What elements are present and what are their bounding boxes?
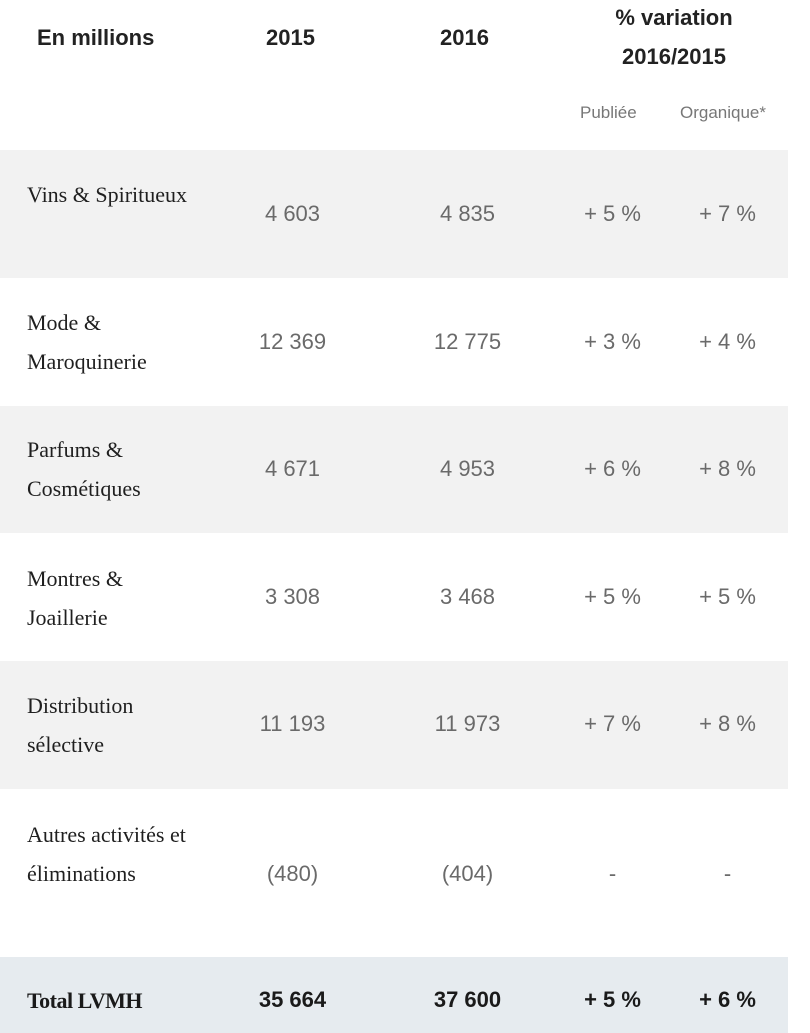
variation-organic: + 8 %: [699, 456, 756, 481]
variation-organic: + 4 %: [699, 329, 756, 354]
revenue-table: En millions 2015 2016 % variation 2016/2…: [0, 0, 788, 1033]
variation-published: + 6 %: [584, 456, 641, 481]
value-2016: 12 775: [433, 329, 502, 354]
row-label: Autres activités et éliminations: [27, 822, 186, 886]
subheader-organic: Organique*: [680, 103, 767, 122]
total-variation-organic: + 6 %: [699, 987, 756, 1012]
row-label: Montres & Joaillerie: [27, 566, 123, 630]
total-2016: 37 600: [433, 987, 502, 1012]
value-2016: 11 973: [434, 711, 501, 736]
row-label: Distribution sélective: [27, 693, 134, 757]
total-row: Total LVMH 35 664 37 600 + 5 % + 6 %: [0, 957, 788, 1033]
variation-published: + 5 %: [584, 584, 641, 609]
variation-organic: + 7 %: [699, 201, 756, 226]
header-year-2015: 2015: [266, 25, 315, 50]
row-label: Vins & Spiritueux: [27, 182, 188, 207]
header-variation-period: 2016/2015: [622, 44, 726, 69]
total-label: Total LVMH: [27, 988, 143, 1013]
row-label: Parfums & Cosmétiques: [27, 437, 141, 501]
variation-published: -: [608, 861, 617, 886]
value-2015: 4 671: [264, 456, 321, 481]
value-2015: 12 369: [258, 329, 327, 354]
row-label: Mode & Maroquinerie: [27, 310, 147, 374]
table-row: Montres & Joaillerie 3 308 3 468 + 5 % +…: [0, 533, 788, 661]
table-row: Vins & Spiritueux 4 603 4 835 + 5 % + 7 …: [0, 150, 788, 278]
variation-published: + 5 %: [584, 201, 641, 226]
value-2016: 3 468: [439, 584, 496, 609]
table-row: Autres activités et éliminations (480) (…: [0, 789, 788, 957]
variation-organic: + 5 %: [699, 584, 756, 609]
header-year-2016: 2016: [440, 25, 489, 50]
variation-published: + 3 %: [584, 329, 641, 354]
table-header: En millions 2015 2016 % variation 2016/2…: [0, 0, 788, 150]
subheader-published: Publiée: [580, 103, 637, 122]
total-variation-published: + 5 %: [584, 987, 641, 1012]
value-2015: 11 193: [259, 711, 326, 736]
variation-organic: -: [723, 861, 732, 886]
header-variation: % variation: [615, 5, 733, 30]
table-row: Distribution sélective 11 193 11 973 + 7…: [0, 661, 788, 789]
total-2015: 35 664: [258, 987, 327, 1012]
value-2016: 4 953: [439, 456, 496, 481]
value-2015: 4 603: [264, 201, 321, 226]
value-2016: (404): [441, 861, 494, 886]
value-2015: (480): [266, 861, 319, 886]
header-label: En millions: [37, 25, 155, 50]
value-2016: 4 835: [439, 201, 496, 226]
table-row: Mode & Maroquinerie 12 369 12 775 + 3 % …: [0, 278, 788, 406]
variation-organic: + 8 %: [699, 711, 756, 736]
variation-published: + 7 %: [584, 711, 641, 736]
value-2015: 3 308: [264, 584, 321, 609]
table-row: Parfums & Cosmétiques 4 671 4 953 + 6 % …: [0, 406, 788, 533]
